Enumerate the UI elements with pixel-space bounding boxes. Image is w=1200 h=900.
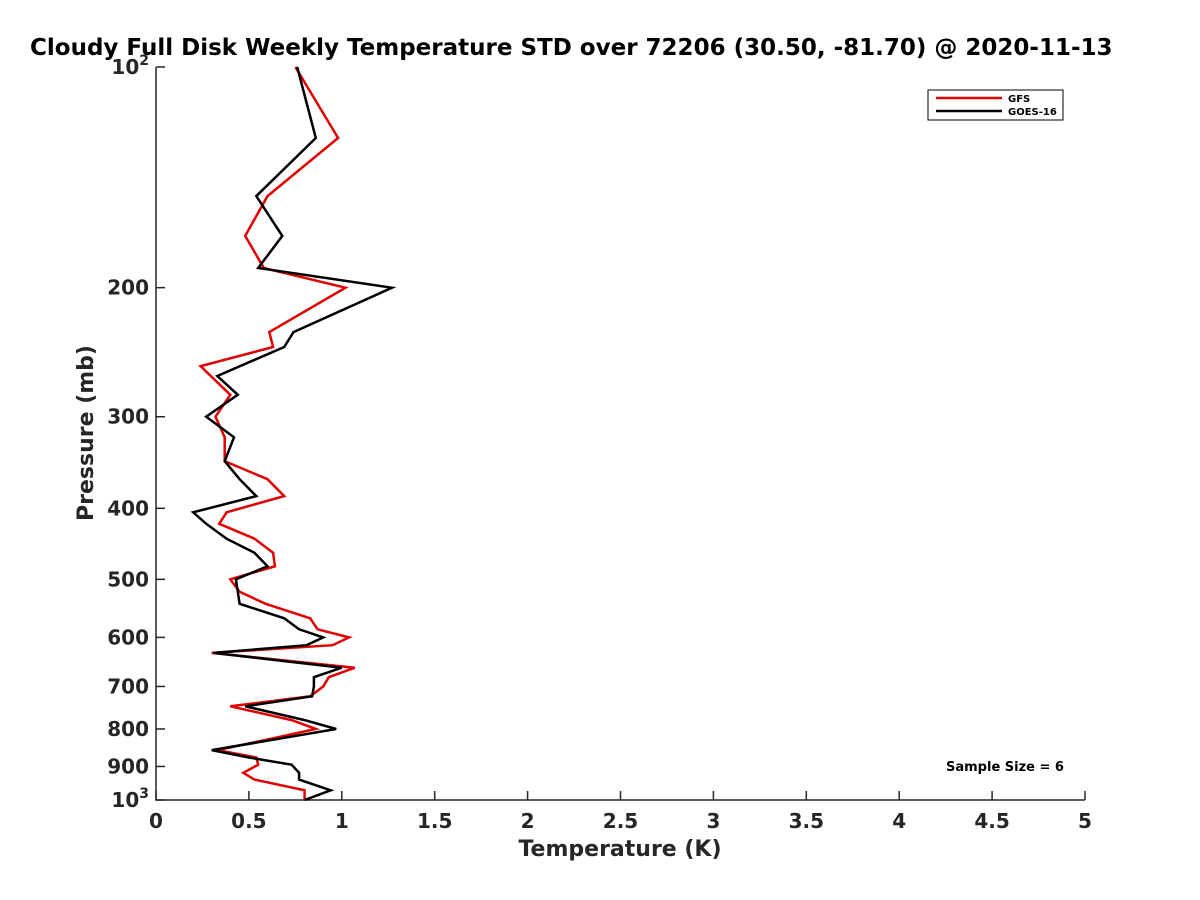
sample-size-annotation: Sample Size = 6 xyxy=(946,760,1064,775)
y-tick-label: 400 xyxy=(107,496,149,520)
y-tick-label: 300 xyxy=(107,405,149,429)
x-tick-label: 1.5 xyxy=(417,809,452,833)
x-axis-ticks: 0 0.5 1 1.5 2 2.5 3 3.5 4 4.5 5 xyxy=(149,791,1092,833)
x-tick-label: 2.5 xyxy=(603,809,638,833)
x-tick-label: 4 xyxy=(892,809,906,833)
series-layer xyxy=(190,66,397,802)
x-tick-label: 4.5 xyxy=(974,809,1009,833)
y-tick-label: 700 xyxy=(107,674,149,698)
chart-title: Cloudy Full Disk Weekly Temperature STD … xyxy=(30,35,1113,61)
legend-label-goes-16: GOES-16 xyxy=(1008,107,1057,118)
series-line-goes-16 xyxy=(190,66,397,802)
y-tick-label: 900 xyxy=(107,754,149,778)
x-tick-label: 5 xyxy=(1078,809,1092,833)
x-tick-label: 3 xyxy=(706,809,720,833)
legend-label-gfs: GFS xyxy=(1008,94,1030,105)
x-tick-label: 0.5 xyxy=(231,809,266,833)
y-tick-label: 800 xyxy=(107,717,149,741)
x-tick-label: 2 xyxy=(521,809,535,833)
axis-box xyxy=(155,67,1085,801)
legend: GFS GOES-16 xyxy=(927,89,1064,121)
y-axis-ticks: 102 200 300 400 500 600 700 800 900 103 xyxy=(107,53,165,812)
x-tick-label: 3.5 xyxy=(789,809,824,833)
legend-box xyxy=(927,89,1064,121)
x-tick-label: 0 xyxy=(149,809,163,833)
y-axis-label: Pressure (mb) xyxy=(74,345,99,521)
y-tick-label: 103 xyxy=(111,786,149,812)
y-tick-label: 102 xyxy=(111,53,149,79)
y-tick-label: 200 xyxy=(107,276,149,300)
y-tick-label: 600 xyxy=(107,625,149,649)
x-axis-label: Temperature (K) xyxy=(518,837,721,862)
y-tick-label: 500 xyxy=(107,567,149,591)
x-tick-label: 1 xyxy=(335,809,349,833)
plot-area xyxy=(155,67,1085,801)
